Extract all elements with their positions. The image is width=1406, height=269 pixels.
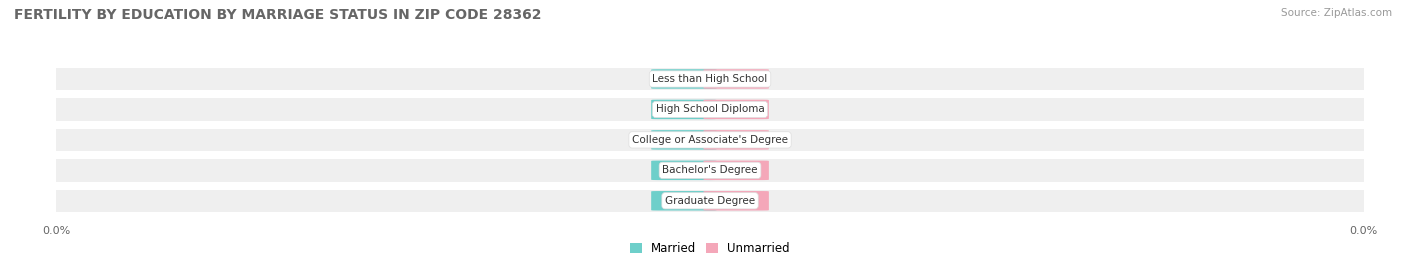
Text: 0.0%: 0.0% bbox=[671, 74, 697, 84]
Text: Bachelor's Degree: Bachelor's Degree bbox=[662, 165, 758, 175]
FancyBboxPatch shape bbox=[651, 69, 717, 89]
FancyBboxPatch shape bbox=[703, 69, 769, 89]
Text: 0.0%: 0.0% bbox=[723, 165, 749, 175]
FancyBboxPatch shape bbox=[651, 100, 717, 119]
Text: 0.0%: 0.0% bbox=[671, 196, 697, 206]
Bar bbox=[56, 68, 1364, 90]
FancyBboxPatch shape bbox=[703, 191, 769, 211]
FancyBboxPatch shape bbox=[651, 130, 717, 150]
Text: 0.0%: 0.0% bbox=[723, 104, 749, 114]
Text: Source: ZipAtlas.com: Source: ZipAtlas.com bbox=[1281, 8, 1392, 18]
Text: Graduate Degree: Graduate Degree bbox=[665, 196, 755, 206]
Text: FERTILITY BY EDUCATION BY MARRIAGE STATUS IN ZIP CODE 28362: FERTILITY BY EDUCATION BY MARRIAGE STATU… bbox=[14, 8, 541, 22]
Bar bbox=[56, 159, 1364, 182]
Bar bbox=[56, 129, 1364, 151]
FancyBboxPatch shape bbox=[651, 191, 717, 211]
Bar bbox=[56, 98, 1364, 121]
Text: 0.0%: 0.0% bbox=[671, 165, 697, 175]
Text: 0.0%: 0.0% bbox=[723, 196, 749, 206]
FancyBboxPatch shape bbox=[703, 161, 769, 180]
FancyBboxPatch shape bbox=[703, 100, 769, 119]
FancyBboxPatch shape bbox=[703, 130, 769, 150]
Legend: Married, Unmarried: Married, Unmarried bbox=[626, 238, 794, 260]
Text: College or Associate's Degree: College or Associate's Degree bbox=[633, 135, 787, 145]
Text: 0.0%: 0.0% bbox=[723, 74, 749, 84]
Text: High School Diploma: High School Diploma bbox=[655, 104, 765, 114]
Bar bbox=[56, 190, 1364, 212]
Text: 0.0%: 0.0% bbox=[671, 104, 697, 114]
Text: 0.0%: 0.0% bbox=[723, 135, 749, 145]
Text: Less than High School: Less than High School bbox=[652, 74, 768, 84]
FancyBboxPatch shape bbox=[651, 161, 717, 180]
Text: 0.0%: 0.0% bbox=[671, 135, 697, 145]
